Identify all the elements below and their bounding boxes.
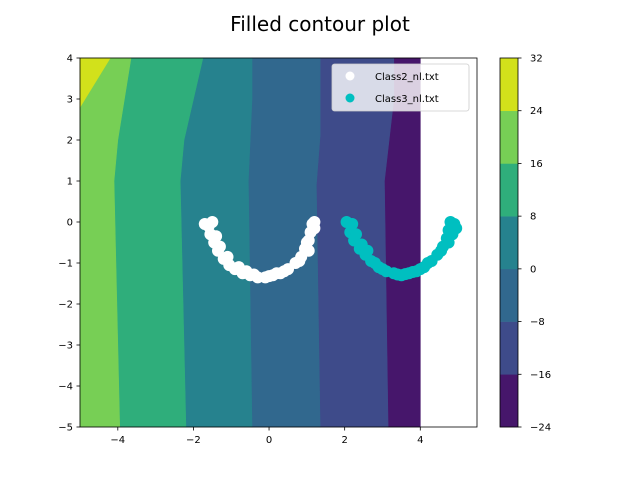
series-2-point-33 [368,257,381,269]
y-tick-label-5: −1 [58,259,73,270]
x-tick-label-1: −2 [186,435,201,446]
colorbar-tick-label-2: −8 [530,317,545,328]
legend-marker-1 [345,71,355,81]
chart-title: Filled contour plot [230,12,410,36]
colorbar-segment-4 [500,163,518,217]
series-2-points [340,216,463,282]
legend: Class2_nl.txt Class3_nl.txt [331,63,470,112]
y-tick-label-1: 3 [67,95,73,106]
series-2-point-28 [435,244,448,257]
scatter-points [198,216,463,284]
colorbar-segment-0 [500,374,518,428]
legend-box [331,63,470,112]
series-1-point-22 [198,218,211,230]
colorbar-tick-label-4: 8 [530,212,536,223]
legend-marker-2 [345,93,355,103]
colorbar-segment-5 [500,110,518,164]
series-1-point-35 [302,244,315,257]
series-2-point-30 [355,238,368,251]
colorbar-segment-6 [500,58,518,112]
colorbar-tick-label-6: 24 [530,106,543,117]
series-2-point-31 [399,268,412,281]
x-tick-label-2: 0 [266,435,272,446]
series-1-point-29 [293,255,306,267]
y-tick-label-6: −2 [58,300,73,311]
colorbar-tick-label-5: 16 [530,159,543,170]
colorbar: −24 −16 −8 0 8 16 24 32 [499,54,551,434]
y-tick-label-3: 1 [67,177,73,188]
legend-label-2: Class3_nl.txt [375,94,439,105]
colorbar-tick-label-7: 32 [530,54,543,65]
colorbar-segment-1 [500,321,518,375]
series-2-point-32 [414,263,427,276]
colorbar-segment-2 [500,268,518,322]
y-axis-ticks: 4 3 2 1 0 −1 −2 −3 −4 −5 [58,54,80,434]
legend-label-1: Class2_nl.txt [375,72,439,83]
series-2-point-29 [442,236,455,249]
plot-frame [79,57,478,428]
y-tick-label-2: 2 [67,136,73,147]
x-axis-ticks: −4 −2 0 2 4 [110,427,423,446]
series-2-point-22 [350,228,362,241]
y-tick-label-9: −5 [58,423,73,434]
colorbar-frame [499,57,519,428]
series-1-point-34 [213,240,226,253]
colorbar-tick-label-3: 0 [530,264,536,275]
y-tick-label-0: 4 [67,54,73,65]
colorbar-tick-label-1: −16 [530,370,551,381]
series-1-points [198,216,321,284]
series-1-point-32 [240,265,253,278]
series-2-point-34 [450,222,463,235]
y-tick-label-8: −4 [58,382,73,393]
colorbar-segment-3 [500,216,518,270]
series-1-point-23 [210,230,223,243]
contour-bands [79,57,421,428]
series-1-point-33 [270,267,283,280]
y-tick-label-7: −3 [58,341,73,352]
series-1-point-31 [308,222,321,235]
x-tick-label-3: 2 [341,435,347,446]
x-tick-label-0: −4 [110,435,125,446]
y-tick-label-4: 0 [67,218,73,229]
colorbar-tick-label-0: −24 [530,423,551,434]
plot-axes [79,57,478,428]
series-1-point-24 [221,250,234,263]
x-tick-label-4: 4 [417,435,423,446]
